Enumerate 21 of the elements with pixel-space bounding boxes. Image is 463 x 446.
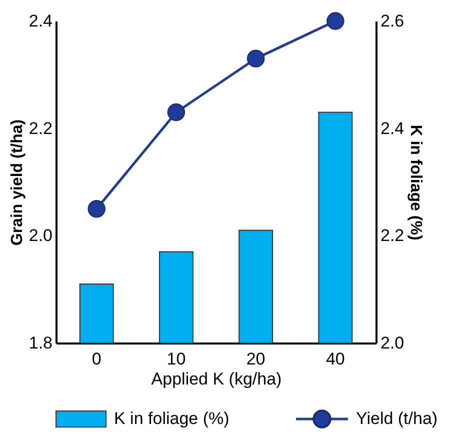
y-tick-label: 2.4 <box>28 12 52 30</box>
x-tick-label: 10 <box>166 350 186 368</box>
y2-tick-label: 2.0 <box>380 334 404 352</box>
point <box>326 12 344 30</box>
x-axis-title: Applied K (kg/ha) <box>151 370 282 388</box>
legend-label: K in foliage (%) <box>114 409 230 428</box>
point <box>88 200 106 218</box>
y2-tick-label: 2.6 <box>380 12 404 30</box>
y2-tick-label: 2.4 <box>380 118 404 138</box>
y-tick-label: 1.8 <box>28 334 52 352</box>
point <box>167 103 186 122</box>
y-tick-label: 2.2 <box>28 118 52 138</box>
x-tick-label: 0 <box>92 350 102 368</box>
point <box>246 50 265 68</box>
y-tick-label: 2.0 <box>28 226 52 246</box>
y2-tick-label: 2.2 <box>380 226 404 246</box>
y-axis-title: Grain yield (t/ha) <box>8 119 26 246</box>
legend-label: Yield (t/ha) <box>356 409 438 428</box>
x-tick-label: 40 <box>326 350 345 368</box>
x-tick-label: 20 <box>246 350 266 368</box>
y2-axis-title: K in foliage (%) <box>407 124 424 240</box>
